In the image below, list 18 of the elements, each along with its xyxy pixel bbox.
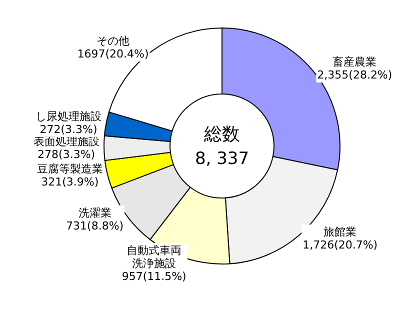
- data-label: 278(3.3%): [38, 148, 96, 162]
- data-label: 1,726(20.7%): [302, 238, 378, 252]
- text: 総数: [203, 124, 240, 145]
- data-label: 731(8.8%): [66, 219, 124, 232]
- slice-label: その他: [96, 34, 130, 48]
- data-label: 957(11.5%): [122, 270, 186, 283]
- text: 8, 337: [194, 149, 250, 169]
- slice-label: 表面処理施設: [33, 135, 100, 148]
- slice-label: 豆腐等製造業: [36, 162, 103, 176]
- slice-label: 洗濯業: [78, 206, 112, 220]
- slice-label: 旅館業: [324, 226, 357, 239]
- data-label: 272(3.3%): [40, 122, 98, 136]
- slice-label: し尿処理施設: [35, 110, 102, 123]
- slice-label: 自動式車両洗浄施設: [126, 244, 182, 270]
- data-label: 1697(20.4%): [77, 48, 149, 61]
- slice-label: 畜産農業: [332, 56, 377, 69]
- data-label: 2,355(28.2%): [317, 68, 392, 82]
- data-label: 321(3.9%): [41, 176, 99, 189]
